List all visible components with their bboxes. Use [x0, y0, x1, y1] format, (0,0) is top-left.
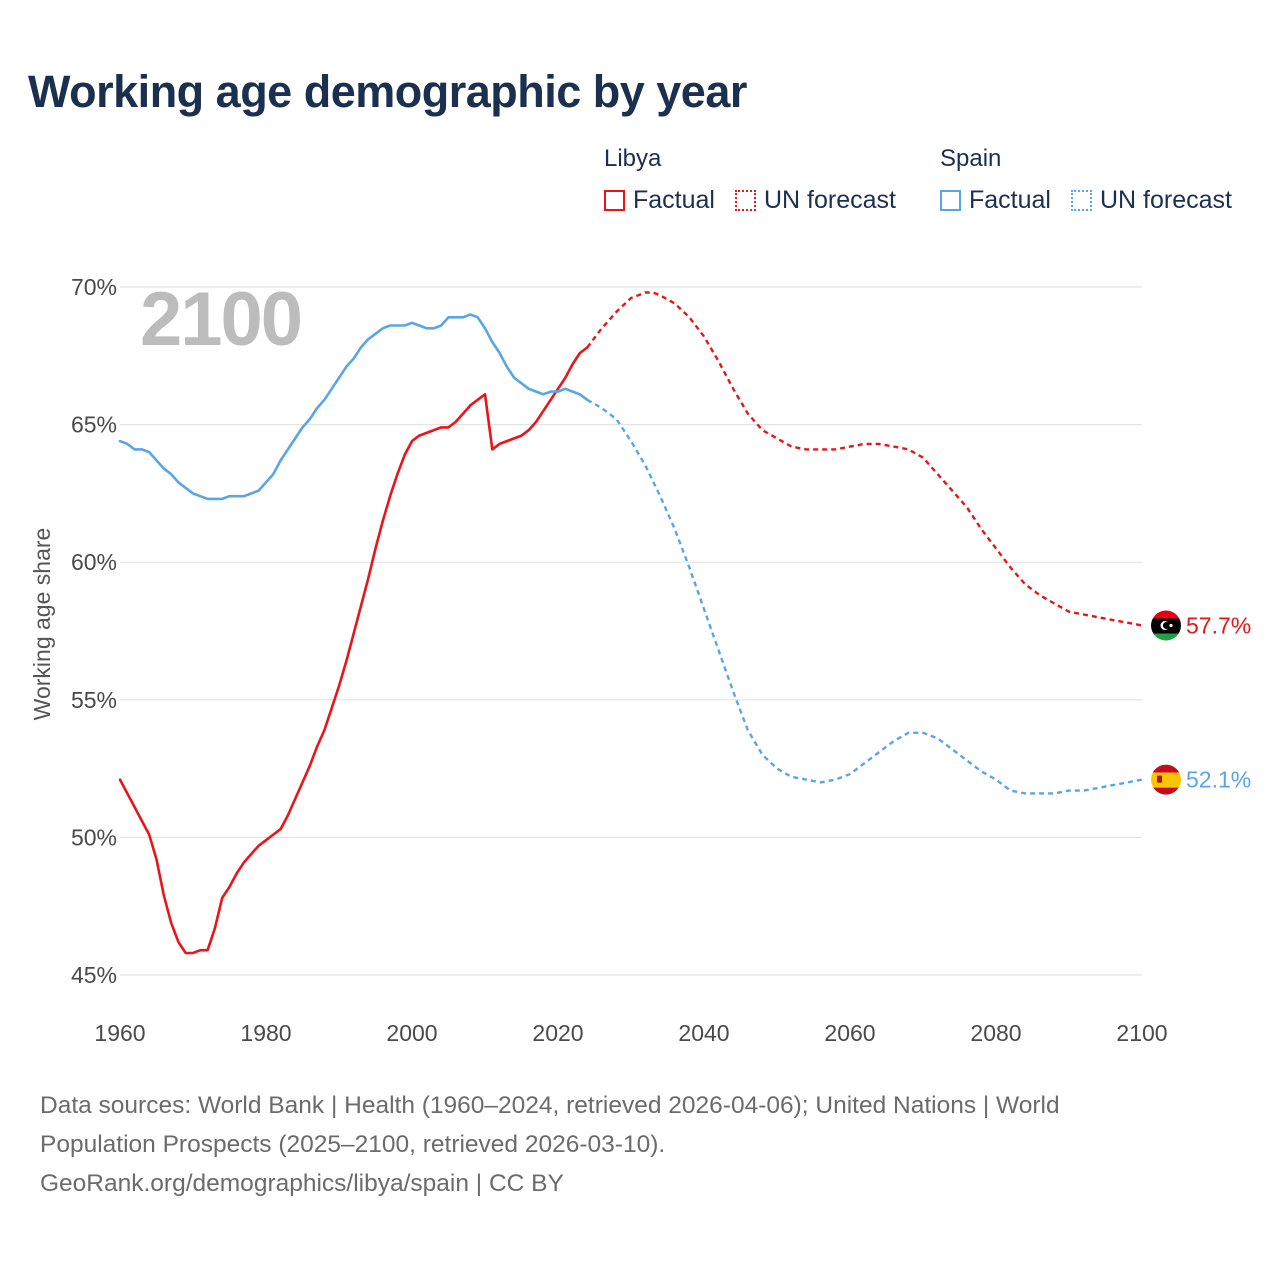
libya-end-value-label: 57.7%	[1186, 612, 1251, 638]
spain-coat-of-arms	[1157, 775, 1162, 783]
spain-end-value-label: 52.1%	[1186, 767, 1251, 793]
legend-libya-forecast[interactable]: UN forecast	[734, 186, 896, 215]
spain-flag-bottom-stripe	[1151, 787, 1181, 795]
legend-spain-title: Spain	[940, 145, 1002, 172]
legend-spain: Spain Factual UN forecast	[940, 146, 1232, 215]
footer-sources: Data sources: World Bank | Health (1960–…	[40, 1086, 1220, 1203]
x-tick-label: 2020	[532, 1020, 583, 1046]
libya-flag-icon	[1151, 610, 1181, 641]
footer-line-3[interactable]: GeoRank.org/demographics/libya/spain | C…	[40, 1170, 564, 1197]
x-axis-ticks: 1960 1980 2000 2020 2040 2060 2080 2100	[94, 1020, 1167, 1046]
series-end-markers: 57.7% 52.1%	[1151, 610, 1251, 795]
legend-spain-forecast-swatch	[1070, 190, 1092, 211]
libya-flag-body	[1151, 610, 1181, 641]
legend-libya-factual-swatch	[604, 190, 625, 211]
libya-flag-red-stripe	[1151, 610, 1181, 619]
legend-libya-factual[interactable]: Factual	[604, 186, 715, 215]
footer-line-1: Data sources: World Bank | Health (1960–…	[40, 1092, 1060, 1119]
legend-spain-factual[interactable]: Factual	[940, 186, 1051, 215]
y-tick-label: 45%	[71, 962, 117, 988]
y-tick-label: 65%	[71, 412, 117, 438]
x-tick-label: 1960	[94, 1020, 145, 1046]
legend-libya-forecast-label: UN forecast	[763, 186, 896, 214]
libya-star	[1169, 623, 1173, 628]
gridlines	[120, 286, 1142, 976]
libya-crescent-inner	[1162, 621, 1171, 630]
legend-spain-forecast-label: UN forecast	[1099, 186, 1232, 214]
spain-factual-line	[118, 313, 589, 501]
libya-forecast-line	[586, 291, 1143, 627]
current-year-label: 2100	[140, 277, 303, 362]
legend-libya: Libya Factual UN forecast	[604, 146, 896, 215]
chart-title: Working age demographic by year	[28, 66, 747, 117]
legend-libya-forecast-swatch	[734, 190, 756, 211]
y-axis-label: Working age share	[29, 528, 55, 721]
spain-flag-body	[1151, 764, 1181, 795]
legend-spain-factual-label: Factual	[969, 186, 1051, 214]
y-tick-label: 60%	[71, 549, 117, 575]
spain-flag-middle-stripe	[1151, 772, 1181, 788]
libya-flag-green-stripe	[1151, 633, 1181, 641]
spain-forecast-line	[586, 398, 1143, 795]
series-lines	[118, 291, 1143, 955]
x-tick-label: 1980	[240, 1020, 291, 1046]
y-tick-label: 50%	[71, 824, 117, 850]
footer-line-2: Population Prospects (2025–2100, retriev…	[40, 1131, 666, 1158]
spain-flag-icon	[1151, 764, 1181, 795]
spain-flag-top-stripe	[1151, 764, 1181, 773]
legend-libya-factual-label: Factual	[633, 186, 715, 214]
y-tick-label: 70%	[71, 274, 117, 300]
legend-spain-factual-swatch	[940, 190, 961, 211]
y-axis-ticks: 45% 50% 55% 60% 65% 70%	[71, 274, 117, 988]
legend-spain-forecast[interactable]: UN forecast	[1070, 186, 1232, 215]
x-tick-label: 2100	[1116, 1020, 1167, 1046]
x-tick-label: 2040	[678, 1020, 729, 1046]
x-tick-label: 2000	[386, 1020, 437, 1046]
x-tick-label: 2060	[824, 1020, 875, 1046]
x-tick-label: 2080	[970, 1020, 1021, 1046]
legend-libya-title: Libya	[604, 145, 662, 172]
y-tick-label: 55%	[71, 687, 117, 713]
libya-factual-line	[118, 346, 589, 955]
